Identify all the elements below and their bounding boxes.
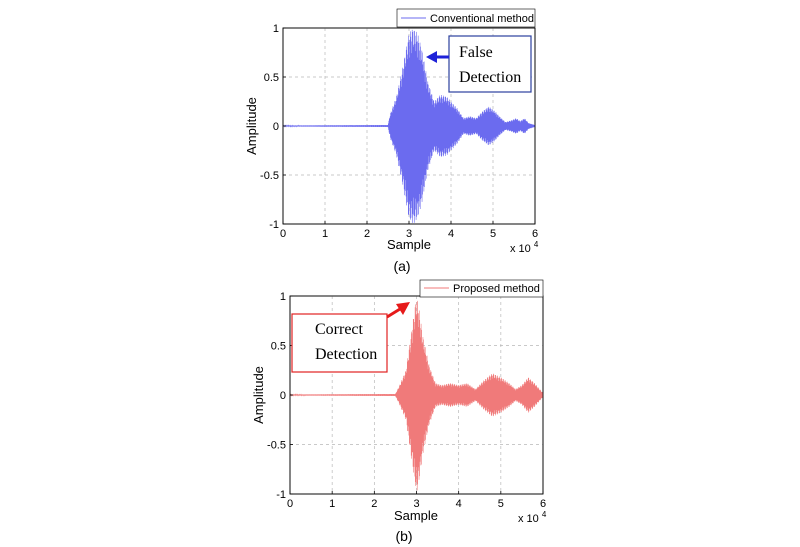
series-line-b (289, 300, 544, 491)
legend-box-b (419, 279, 544, 298)
y-tick-label: 0 (273, 121, 279, 133)
annotation-arrow-head-b (396, 302, 410, 315)
y-tick-label: -0.5 (267, 440, 286, 452)
caption-b: (b) (395, 528, 412, 544)
x-tick-label: 6 (540, 498, 546, 510)
x-multiplier-a: x 10 4 (510, 240, 539, 255)
y-tick-label: 0 (280, 390, 286, 402)
y-tick-label: -0.5 (260, 170, 279, 182)
annotation-correct-detection: Correct Detection (291, 302, 410, 373)
panel-a: 0 1 2 3 4 5 6 -1 -0.5 0 0.5 1 Sample Amplitude x 1… (244, 8, 539, 274)
y-tick-label: -1 (269, 219, 279, 231)
y-tick-label: -1 (276, 489, 286, 501)
legend-a: Conventional method (396, 8, 536, 28)
x-axis-label-b: Sample (394, 508, 438, 523)
caption-a: (a) (393, 258, 410, 274)
y-tick-label: 1 (280, 291, 286, 303)
x-multiplier-b: x 10 4 (518, 510, 547, 525)
x-multiplier-exp-a: 4 (534, 240, 539, 249)
x-tick-label: 3 (406, 228, 412, 240)
signal-a (282, 29, 536, 223)
annotation-box-b (291, 313, 388, 373)
signal-b (289, 300, 544, 491)
legend-box-a (396, 8, 536, 28)
y-axis-label-b: Amplitude (251, 366, 266, 424)
legend-label-a: Conventional method (430, 13, 534, 25)
panel-b: 0 1 2 3 4 5 6 -1 -0.5 0 0.5 1 Sample Amplitude x 1… (251, 279, 547, 544)
legend-b: Proposed method (419, 279, 544, 298)
x-tick-label: 4 (456, 498, 462, 510)
x-tick-label: 2 (364, 228, 370, 240)
x-ticks-b: 0 1 2 3 4 5 6 (287, 491, 546, 510)
x-multiplier-base-b: x 10 (518, 513, 539, 525)
annotation-arrow-head-a (426, 51, 437, 63)
x-ticks-a: 0 1 2 3 4 5 6 (280, 221, 538, 240)
x-tick-label: 1 (329, 498, 335, 510)
y-tick-label: 1 (273, 23, 279, 35)
x-tick-label: 5 (490, 228, 496, 240)
annotation-line1-a: False (459, 44, 493, 61)
annotation-arrow-shaft-b (386, 307, 401, 319)
x-tick-label: 3 (413, 498, 419, 510)
annotation-line2-b: Detection (315, 346, 377, 363)
x-tick-label: 6 (532, 228, 538, 240)
y-ticks-a: -1 -0.5 0 0.5 1 (260, 23, 286, 231)
x-tick-label: 0 (287, 498, 293, 510)
y-tick-label: 0.5 (271, 341, 286, 353)
series-line-a (282, 29, 536, 223)
annotation-box-a (448, 35, 532, 93)
x-tick-label: 5 (498, 498, 504, 510)
y-ticks-b: -1 -0.5 0 0.5 1 (267, 291, 293, 501)
x-tick-label: 1 (322, 228, 328, 240)
legend-label-b: Proposed method (453, 283, 540, 295)
annotation-line2-a: Detection (459, 69, 521, 86)
x-tick-label: 2 (371, 498, 377, 510)
annotation-line1-b: Correct (315, 321, 364, 338)
annotation-false-detection: False Detection (426, 35, 532, 93)
x-multiplier-exp-b: 4 (542, 510, 547, 519)
y-tick-label: 0.5 (264, 72, 279, 84)
x-multiplier-base-a: x 10 (510, 243, 531, 255)
x-tick-label: 4 (448, 228, 454, 240)
y-axis-label-a: Amplitude (244, 97, 259, 155)
x-tick-label: 0 (280, 228, 286, 240)
x-axis-label-a: Sample (387, 237, 431, 252)
